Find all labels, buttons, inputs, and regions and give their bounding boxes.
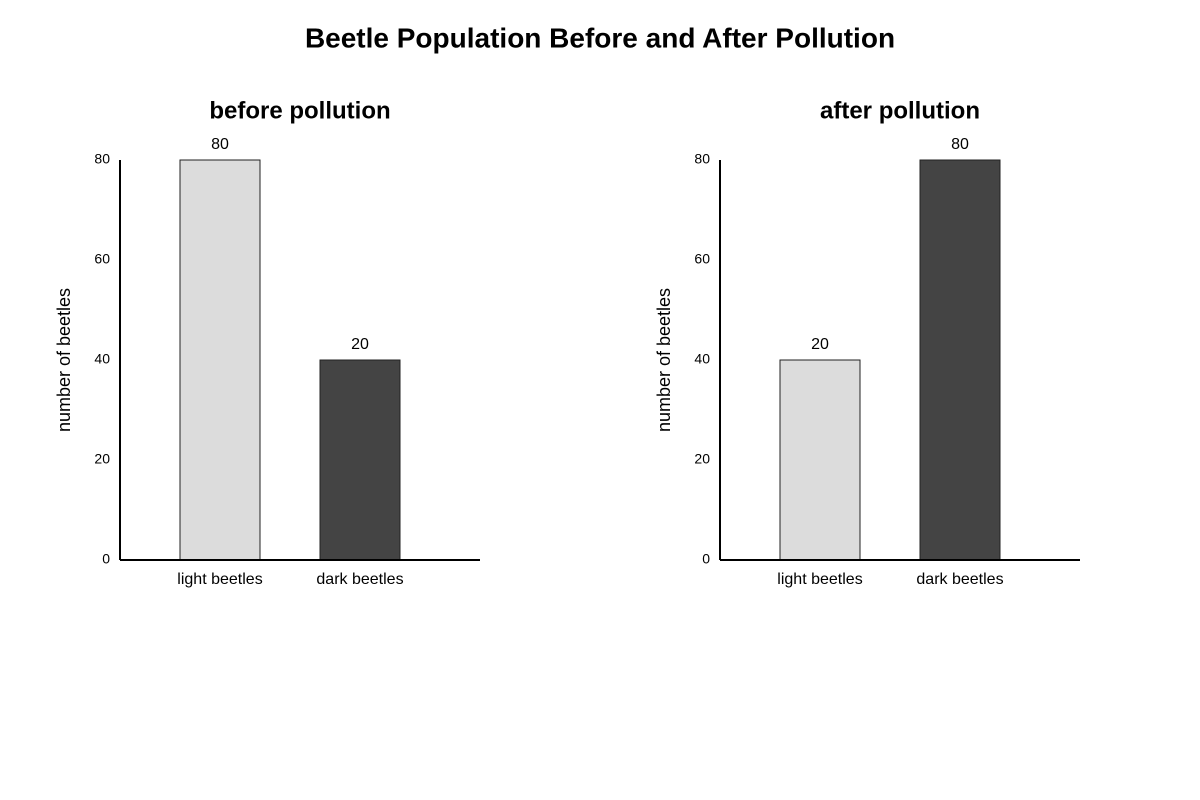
data-label: 80 bbox=[211, 136, 229, 153]
y-axis-label: number of beetles bbox=[54, 288, 74, 432]
x-tick-label: light beetles bbox=[177, 571, 262, 588]
y-tick-label: 20 bbox=[94, 451, 110, 467]
y-tick-label: 40 bbox=[94, 351, 110, 367]
y-tick-label: 80 bbox=[694, 151, 710, 167]
y-tick-label: 60 bbox=[94, 251, 110, 267]
y-tick-label: 20 bbox=[694, 451, 710, 467]
figure-title: Beetle Population Before and After Pollu… bbox=[305, 22, 895, 53]
x-tick-label: dark beetles bbox=[916, 571, 1003, 588]
y-tick-label: 40 bbox=[694, 351, 710, 367]
y-tick-label: 0 bbox=[702, 551, 710, 567]
chart-title: after pollution bbox=[820, 97, 980, 124]
y-tick-label: 60 bbox=[694, 251, 710, 267]
chart-title: before pollution bbox=[209, 97, 390, 124]
bar bbox=[319, 359, 401, 561]
x-tick-label: light beetles bbox=[777, 571, 862, 588]
bar bbox=[179, 159, 261, 561]
y-tick-label: 80 bbox=[94, 151, 110, 167]
x-tick-label: dark beetles bbox=[316, 571, 403, 588]
data-label: 20 bbox=[811, 336, 829, 353]
bar bbox=[919, 159, 1001, 561]
y-axis-label: number of beetles bbox=[654, 288, 674, 432]
data-label: 80 bbox=[951, 136, 969, 153]
bar bbox=[779, 359, 861, 561]
data-label: 20 bbox=[351, 336, 369, 353]
y-tick-label: 0 bbox=[102, 551, 110, 567]
